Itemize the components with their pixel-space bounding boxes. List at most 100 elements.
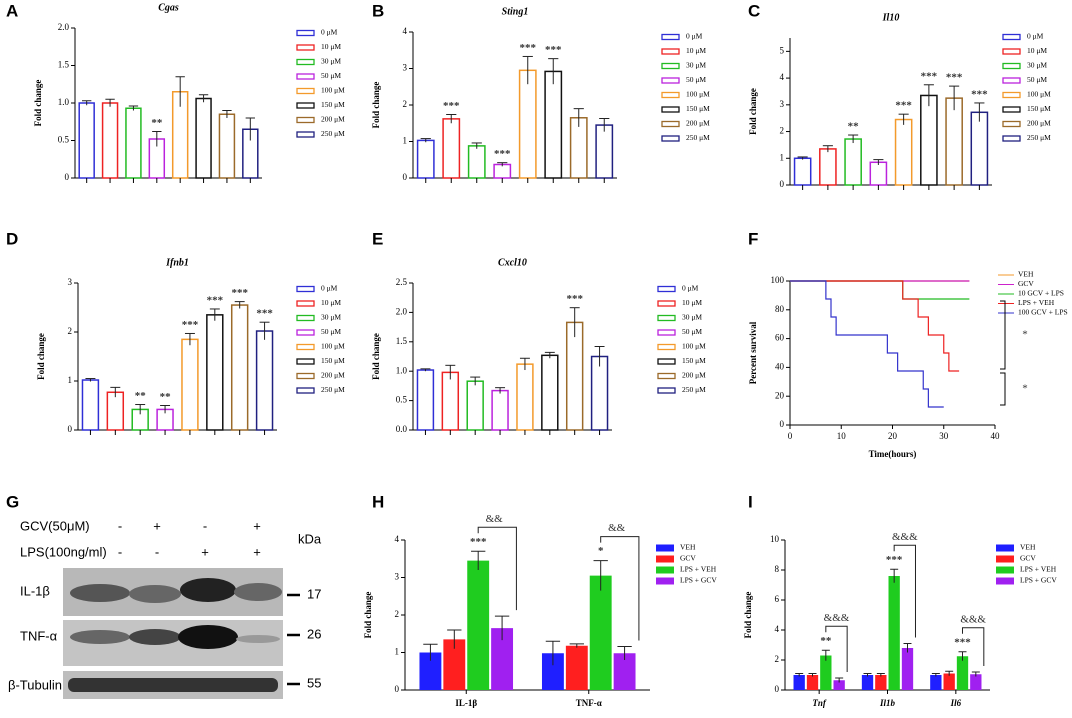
y-tick-label: 3: [68, 277, 73, 287]
bar: [416, 139, 435, 179]
comparison-label: &&: [608, 522, 626, 534]
y-tick-label: 2: [403, 99, 408, 109]
panel-letter: B: [372, 1, 384, 20]
y-tick-label: 2.0: [58, 22, 70, 32]
sign: -: [118, 544, 122, 559]
y-tick-label: 0: [395, 684, 400, 694]
y-tick-label: 2.5: [396, 277, 408, 287]
y-tick-label: 4: [403, 26, 408, 36]
legend-swatch: [657, 314, 676, 322]
y-tick-label: 100: [771, 275, 785, 285]
legend-swatch: [661, 33, 680, 41]
significance-label: **: [848, 121, 860, 133]
y-tick-label: 3: [395, 572, 400, 582]
legend-label: 150 μM: [686, 104, 710, 113]
annotation-bracket: [1000, 300, 1006, 370]
annotation-bracket: [1000, 372, 1006, 406]
x-tick-label: 30: [939, 431, 949, 441]
bar: [956, 656, 969, 690]
legend-swatch: [296, 372, 315, 380]
kda-value: 26: [307, 626, 321, 641]
y-tick-label: 2: [780, 126, 785, 136]
legend-label: 200 μM: [686, 119, 710, 128]
y-tick-label: 60: [775, 333, 785, 343]
legend-swatch: [661, 106, 680, 113]
y-tick-label: 80: [775, 304, 785, 314]
legend-swatch: [656, 544, 674, 552]
legend-swatch: [657, 300, 676, 307]
legend-label: 30 μM: [682, 313, 702, 322]
comparison-bracket: [600, 536, 640, 641]
legend-label: 0 μM: [321, 284, 338, 293]
legend-swatch: [296, 58, 315, 66]
y-tick-label: 4: [780, 72, 785, 82]
bar: [920, 94, 938, 186]
legend-label: 250 μM: [321, 129, 345, 138]
legend-swatch: [296, 300, 315, 307]
bar: [793, 675, 805, 690]
legend-label: 150 μM: [321, 100, 345, 109]
bar: [875, 675, 887, 690]
y-tick-label: 0: [780, 179, 785, 189]
bar: [565, 645, 588, 690]
x-tick-label: 20: [888, 431, 898, 441]
legend-label: VEH: [1020, 543, 1036, 552]
bar: [493, 163, 512, 179]
y-tick-label: 8: [775, 564, 780, 574]
y-tick-label: 1: [68, 375, 73, 385]
legend-swatch: [1002, 120, 1021, 128]
legend-swatch: [656, 566, 674, 574]
legend-swatch: [296, 29, 315, 37]
legend-swatch: [1002, 135, 1021, 142]
legend-label: 50 μM: [686, 75, 706, 84]
y-tick-label: 1.5: [58, 60, 70, 70]
x-tick-label: Il6: [950, 698, 962, 708]
bar: [819, 148, 837, 186]
bar: [467, 145, 486, 179]
bar: [516, 363, 534, 431]
y-axis-label: Fold change: [371, 333, 381, 380]
bar: [820, 655, 832, 690]
significance-label: **: [135, 390, 147, 402]
bar: [206, 314, 224, 431]
legend-swatch: [996, 566, 1014, 574]
legend-label: 200 μM: [1027, 119, 1051, 128]
legend-label: 100 μM: [682, 342, 706, 351]
panel-letter: E: [372, 229, 383, 248]
bar: [844, 138, 862, 186]
y-tick-label: 10: [770, 534, 780, 544]
bar: [589, 575, 612, 690]
legend-swatch: [1002, 33, 1021, 41]
legend-label: 10 μM: [321, 42, 341, 51]
legend-label: VEH: [1018, 270, 1034, 279]
legend-swatch: [296, 87, 315, 95]
legend-swatch: [657, 358, 676, 365]
bar: [419, 652, 442, 690]
legend-label: GCV: [1020, 554, 1036, 563]
legend-label: LPS + VEH: [1020, 565, 1057, 574]
y-axis-label: Fold change: [36, 333, 46, 380]
legend-label: GCV: [680, 554, 696, 563]
x-axis-label: Time(hours): [869, 449, 917, 459]
legend-label: 0 μM: [686, 32, 703, 41]
legend-swatch: [656, 555, 674, 563]
chart-title: Cgas: [158, 2, 179, 13]
bar: [544, 70, 563, 179]
chart-title: Sting1: [502, 6, 529, 17]
sign: +: [201, 544, 209, 559]
legend-label: 250 μM: [686, 133, 710, 142]
legend-label: 150 μM: [682, 356, 706, 365]
significance-label: ***: [443, 100, 460, 112]
bar: [970, 674, 982, 690]
legend-label: 250 μM: [682, 385, 706, 394]
legend-swatch: [296, 343, 315, 351]
y-tick-label: 2: [395, 609, 400, 619]
x-tick-label: 40: [991, 431, 1001, 441]
legend-label: 150 μM: [1027, 104, 1051, 113]
comparison-bracket: [825, 625, 848, 672]
legend-label: 100 μM: [321, 342, 345, 351]
y-tick-label: 5: [780, 45, 785, 55]
legend-label: 100 GCV + LPS: [1018, 308, 1068, 317]
row-label: LPS(100ng/ml): [20, 544, 107, 559]
y-tick-label: 6: [775, 594, 780, 604]
